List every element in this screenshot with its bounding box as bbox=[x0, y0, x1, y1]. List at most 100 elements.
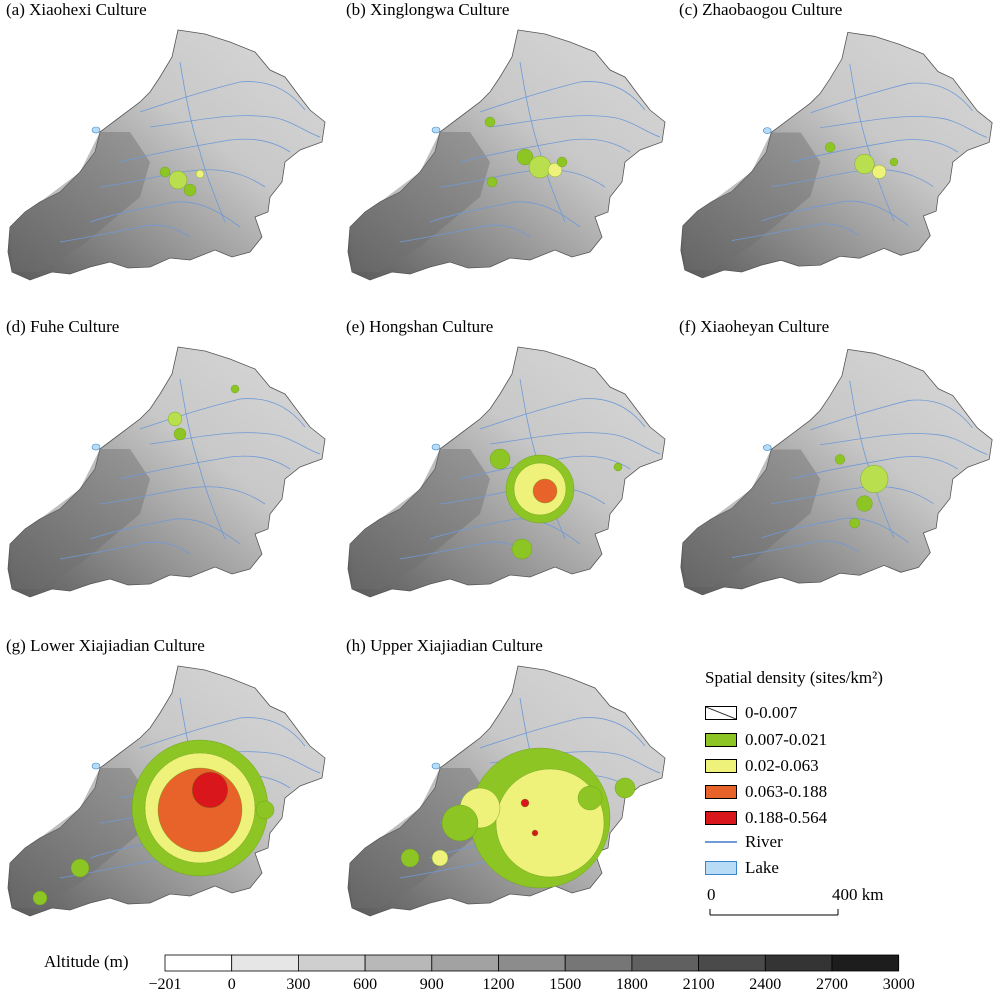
density-zone bbox=[856, 495, 873, 512]
legend-item: 0.02-0.063 bbox=[705, 755, 819, 777]
legend-item: 0.063-0.188 bbox=[705, 781, 827, 803]
density-zone bbox=[32, 890, 48, 906]
panel-title: (e) Hongshan Culture bbox=[346, 317, 494, 336]
panel-g: (g) Lower Xiajiadian Culture bbox=[0, 636, 333, 956]
legend: Spatial density (sites/km²) 0-0.007 0.00… bbox=[700, 668, 1000, 918]
river-line bbox=[179, 378, 226, 540]
legend-item: 0.188-0.564 bbox=[705, 807, 827, 829]
panel-title: (b) Xinglongwa Culture bbox=[346, 0, 510, 19]
river-line bbox=[99, 486, 266, 505]
colorbar-box bbox=[231, 954, 299, 972]
density-zone bbox=[441, 804, 479, 842]
density-zone bbox=[486, 176, 498, 188]
colorbar-box bbox=[631, 954, 700, 972]
tick-label: 600 bbox=[353, 976, 378, 993]
river-line bbox=[849, 63, 895, 222]
river-line bbox=[761, 517, 909, 544]
lake-icon bbox=[431, 762, 441, 770]
river-line bbox=[429, 518, 581, 545]
legend-label: 0-0.007 bbox=[745, 703, 798, 722]
region-outline bbox=[7, 29, 326, 281]
density-zone bbox=[520, 798, 530, 808]
density-zone bbox=[614, 777, 636, 799]
density-zone bbox=[159, 166, 171, 178]
colorbar-box bbox=[698, 954, 766, 972]
region-map bbox=[680, 31, 993, 279]
region-outline bbox=[7, 346, 326, 598]
river-line bbox=[519, 61, 566, 223]
legend-label: Lake bbox=[745, 858, 779, 877]
density-zone bbox=[854, 153, 875, 174]
river-line bbox=[179, 61, 226, 223]
river-line bbox=[139, 81, 306, 113]
lake-icon bbox=[431, 126, 441, 134]
density-zone bbox=[532, 478, 558, 504]
tick-label: 0 bbox=[227, 976, 236, 993]
colorbar-box bbox=[164, 954, 233, 972]
legend-label: 0.007-0.021 bbox=[745, 730, 828, 749]
river-line bbox=[761, 200, 909, 227]
colorbar-boxes bbox=[164, 954, 900, 972]
river-line bbox=[731, 223, 860, 241]
colorbar-box bbox=[831, 954, 900, 972]
density-zone bbox=[400, 848, 420, 868]
panel-title: (g) Lower Xiajiadian Culture bbox=[6, 636, 205, 655]
river-line bbox=[489, 432, 661, 455]
tick-label: 2400 bbox=[749, 976, 782, 993]
river-line bbox=[89, 518, 241, 545]
lake-icon bbox=[763, 127, 772, 134]
legend-item: Lake bbox=[705, 857, 779, 879]
mountain-shade bbox=[682, 449, 821, 588]
density-zone bbox=[860, 465, 889, 493]
region-outline bbox=[347, 29, 666, 281]
density-zone bbox=[516, 148, 534, 166]
mountain-shade bbox=[10, 449, 150, 589]
river-line bbox=[149, 115, 321, 138]
river-line bbox=[119, 455, 291, 480]
river-line bbox=[139, 717, 306, 749]
tick-label: −201 bbox=[148, 976, 182, 993]
river-line bbox=[820, 116, 988, 138]
river-line bbox=[59, 541, 191, 560]
tick-label: 300 bbox=[286, 976, 311, 993]
density-zone bbox=[255, 800, 275, 820]
panel-title: (f) Xiaoheyan Culture bbox=[679, 317, 830, 336]
density-zone bbox=[872, 164, 887, 179]
river-line bbox=[810, 82, 973, 114]
swatch-icon bbox=[705, 785, 737, 799]
panel-title: (c) Zhaobaogou Culture bbox=[679, 0, 843, 19]
legend-item: 0-0.007 bbox=[705, 702, 797, 724]
region-outline bbox=[347, 346, 666, 598]
region-map bbox=[347, 346, 666, 598]
river-line bbox=[89, 201, 241, 228]
legend-item: 0.007-0.021 bbox=[705, 729, 827, 751]
scale-bar: 0 400 km bbox=[705, 885, 905, 925]
tick-label: 1200 bbox=[482, 976, 515, 993]
density-zone bbox=[613, 462, 623, 472]
legend-title: Spatial density (sites/km²) bbox=[705, 668, 883, 687]
river-line bbox=[479, 717, 646, 749]
region-map bbox=[347, 29, 666, 281]
river-line bbox=[731, 540, 860, 558]
density-zone bbox=[889, 157, 899, 167]
density-zone bbox=[834, 454, 846, 465]
panel-e: (e) Hongshan Culture bbox=[340, 317, 673, 637]
region-outline bbox=[680, 31, 993, 279]
lake-icon bbox=[763, 444, 772, 451]
altitude-label: Altitude (m) bbox=[44, 952, 129, 971]
mountain-shade bbox=[350, 449, 490, 589]
river-line bbox=[59, 224, 191, 243]
panel-title: (d) Fuhe Culture bbox=[6, 317, 120, 336]
legend-item: River bbox=[705, 831, 783, 853]
panel-title: (h) Upper Xiajiadian Culture bbox=[346, 636, 543, 655]
density-zone bbox=[531, 829, 539, 837]
swatch-icon bbox=[705, 811, 737, 825]
region-map bbox=[7, 346, 326, 598]
legend-label: 0.188-0.564 bbox=[745, 808, 828, 827]
legend-label: River bbox=[745, 832, 783, 851]
density-zone bbox=[230, 384, 240, 394]
river-line bbox=[399, 224, 531, 243]
tick-label: 2700 bbox=[816, 976, 848, 993]
density-zone bbox=[489, 448, 511, 470]
scale-end-label: 400 km bbox=[832, 885, 884, 904]
